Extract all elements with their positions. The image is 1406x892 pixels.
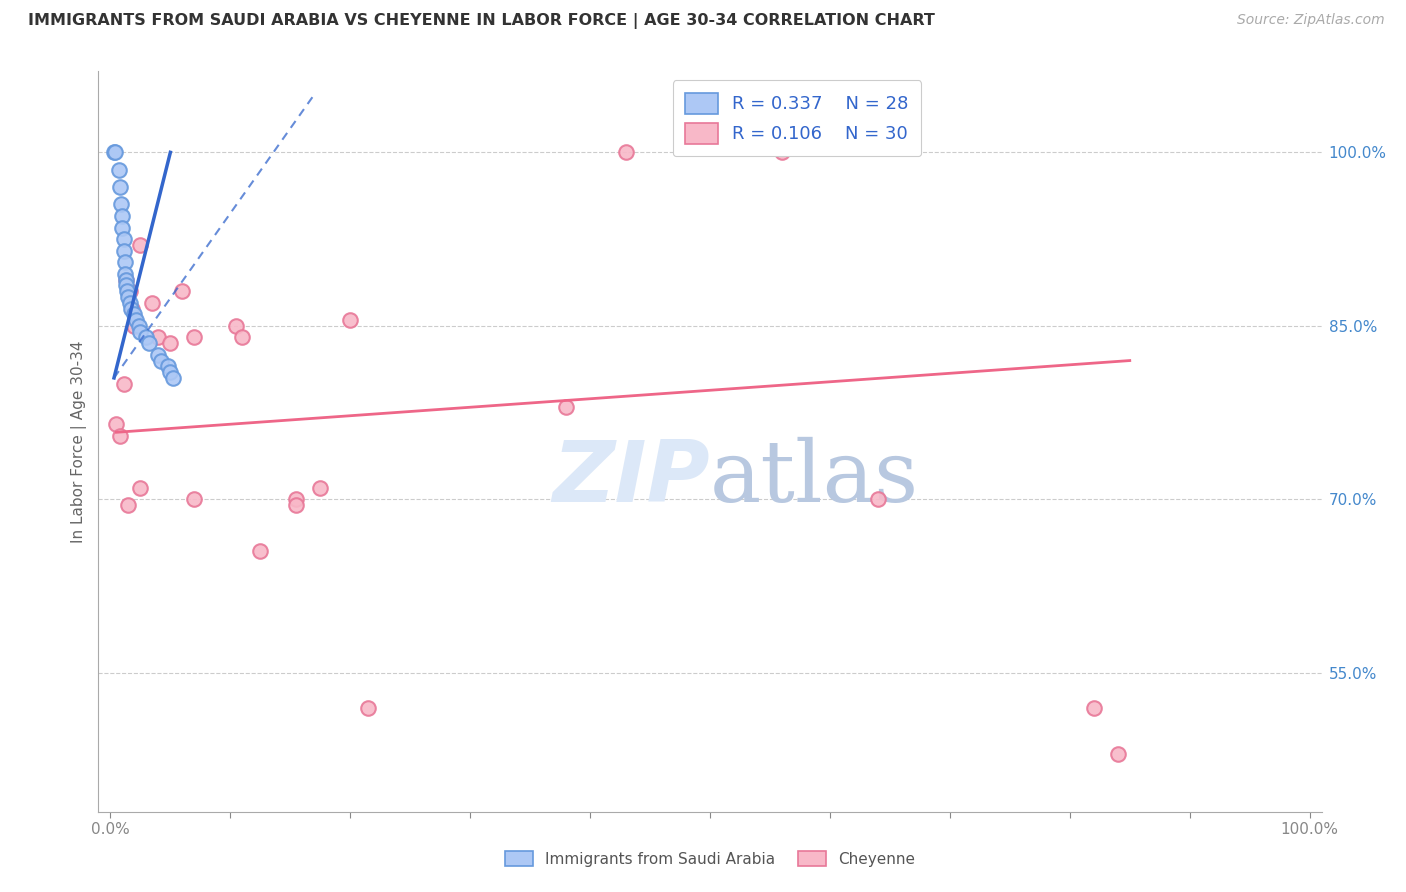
Point xyxy=(111,220,134,235)
Point xyxy=(225,318,247,333)
Point xyxy=(112,376,135,391)
Point xyxy=(114,267,136,281)
Point xyxy=(149,353,172,368)
Point xyxy=(121,301,143,316)
Point xyxy=(128,318,150,333)
Text: ZIP: ZIP xyxy=(553,437,710,520)
Text: Source: ZipAtlas.com: Source: ZipAtlas.com xyxy=(1237,13,1385,28)
Point xyxy=(148,348,170,362)
Point xyxy=(249,544,271,558)
Point xyxy=(172,284,194,298)
Point xyxy=(124,313,146,327)
Point xyxy=(129,238,152,252)
Point xyxy=(555,400,578,414)
Point xyxy=(141,295,163,310)
Point xyxy=(156,359,179,374)
Point xyxy=(231,330,253,344)
Point xyxy=(148,330,170,344)
Point xyxy=(162,371,184,385)
Point xyxy=(110,197,132,211)
Point xyxy=(117,290,139,304)
Point xyxy=(159,336,181,351)
Point xyxy=(112,232,135,246)
Point xyxy=(108,180,131,194)
Point xyxy=(124,318,146,333)
Point xyxy=(103,145,125,160)
Point xyxy=(115,278,138,293)
Point xyxy=(104,145,127,160)
Point xyxy=(115,272,138,286)
Point xyxy=(339,313,361,327)
Y-axis label: In Labor Force | Age 30-34: In Labor Force | Age 30-34 xyxy=(72,340,87,543)
Point xyxy=(129,481,152,495)
Point xyxy=(115,284,138,298)
Point xyxy=(129,325,152,339)
Point xyxy=(114,255,136,269)
Point xyxy=(115,272,138,286)
Point xyxy=(105,417,128,432)
Point xyxy=(138,336,160,351)
Point xyxy=(120,301,142,316)
Point xyxy=(112,244,135,258)
Point xyxy=(285,492,308,507)
Point xyxy=(357,700,380,714)
Point xyxy=(770,145,793,160)
Point xyxy=(1107,747,1129,761)
Point xyxy=(108,429,131,443)
Point xyxy=(309,481,332,495)
Point xyxy=(183,330,205,344)
Point xyxy=(118,284,141,298)
Point xyxy=(118,295,141,310)
Text: atlas: atlas xyxy=(710,437,920,520)
Point xyxy=(108,162,131,177)
Point xyxy=(124,307,146,321)
Text: IMMIGRANTS FROM SAUDI ARABIA VS CHEYENNE IN LABOR FORCE | AGE 30-34 CORRELATION : IMMIGRANTS FROM SAUDI ARABIA VS CHEYENNE… xyxy=(28,13,935,29)
Point xyxy=(183,492,205,507)
Point xyxy=(159,365,181,379)
Point xyxy=(111,209,134,223)
Point xyxy=(866,492,889,507)
Point xyxy=(285,498,308,512)
Legend: Immigrants from Saudi Arabia, Cheyenne: Immigrants from Saudi Arabia, Cheyenne xyxy=(498,843,922,874)
Point xyxy=(135,330,157,344)
Point xyxy=(1083,700,1105,714)
Point xyxy=(614,145,637,160)
Point xyxy=(117,498,139,512)
